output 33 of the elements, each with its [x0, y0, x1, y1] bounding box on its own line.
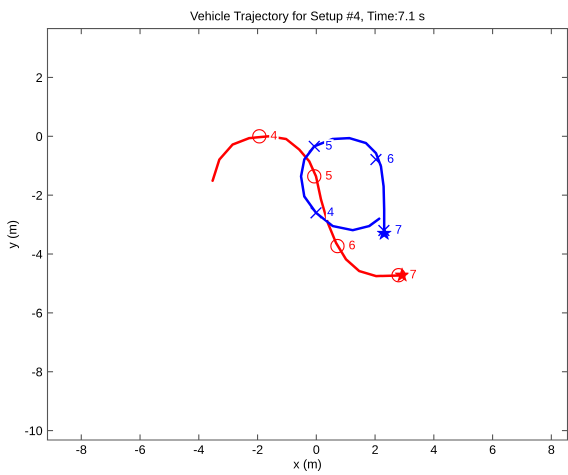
x-tick-label: -4	[194, 445, 204, 454]
y-tick-label: 0	[36, 132, 42, 141]
x-tick-label: -2	[252, 445, 262, 454]
x-tick-label: 0	[313, 445, 320, 454]
annotation: 4	[270, 130, 278, 140]
y-tick-label: -4	[32, 250, 42, 259]
x-tick-label: 4	[430, 445, 437, 454]
annotation: 4	[327, 207, 334, 216]
y-axis-title: y (m)	[7, 220, 20, 248]
annotation: 7	[396, 225, 402, 234]
y-tick-label: -8	[32, 368, 42, 376]
point	[378, 224, 390, 237]
annotation: 6	[388, 154, 394, 163]
point	[308, 140, 320, 152]
x-tick-label: 6	[490, 445, 496, 454]
x-tick-label: -8	[76, 445, 86, 454]
point	[394, 268, 410, 282]
y-tick-label: -2	[32, 190, 42, 200]
x-tick-label: -6	[135, 445, 146, 454]
point	[370, 153, 382, 166]
point	[376, 226, 392, 240]
x-tick-label: 8	[548, 445, 554, 454]
y-tick-label: 2	[36, 73, 42, 82]
annotation: 5	[326, 140, 332, 150]
annotation: 5	[326, 170, 332, 180]
y-tick-label: -10	[25, 426, 42, 436]
chart-title: Vehicle Trajectory for Setup #4, Time:7.1 s	[190, 11, 424, 23]
point	[310, 206, 322, 219]
annotation: 7	[410, 270, 416, 278]
x-axis-title: x (m)	[293, 459, 321, 471]
x-tick-label: 2	[372, 445, 378, 454]
y-tick-label: -6	[32, 308, 42, 318]
annotation: 6	[349, 240, 355, 250]
